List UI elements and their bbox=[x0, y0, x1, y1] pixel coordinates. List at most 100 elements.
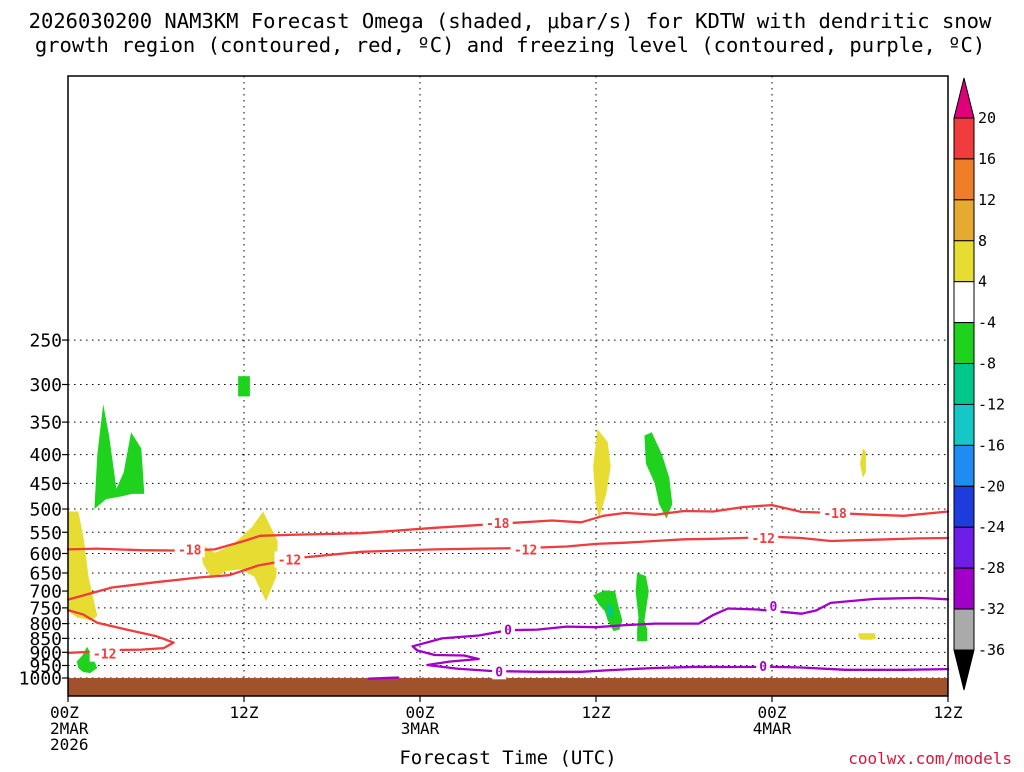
contour-line bbox=[66, 503, 950, 552]
y-tick-label: 1000 bbox=[19, 669, 62, 690]
x-tick-label: 2MAR bbox=[50, 719, 89, 738]
contour-label: -18 bbox=[178, 543, 202, 558]
colorbar-swatch bbox=[953, 567, 975, 610]
colorbar-swatch bbox=[953, 281, 975, 324]
y-tick-label: 550 bbox=[29, 523, 62, 544]
contour-label-bg bbox=[89, 645, 120, 662]
y-tick-label: 600 bbox=[29, 544, 62, 565]
colorbar-swatch bbox=[953, 363, 975, 405]
y-tick-label: 950 bbox=[29, 656, 62, 677]
x-axis-label: Forecast Time (UTC) bbox=[399, 747, 616, 768]
contour-label: -12 bbox=[278, 553, 301, 568]
contour-label: 0 bbox=[504, 624, 512, 639]
contour-label-bg bbox=[501, 621, 515, 638]
y-tick-label: 700 bbox=[29, 582, 62, 603]
colorbar-swatch bbox=[953, 444, 975, 487]
terrain-layer bbox=[68, 678, 948, 696]
omega-region bbox=[606, 603, 614, 619]
omega-region bbox=[200, 511, 278, 602]
terrain-band bbox=[68, 678, 948, 696]
y-tick-label: 350 bbox=[29, 413, 62, 434]
contour-label-bg bbox=[510, 541, 541, 558]
colorbar-swatch bbox=[953, 117, 975, 160]
y-tick-label: 900 bbox=[29, 643, 62, 664]
colorbar-swatch bbox=[953, 526, 975, 569]
y-tick-label: 400 bbox=[29, 445, 62, 466]
x-tick-label: 2026 bbox=[50, 735, 89, 754]
colorbar-swatch bbox=[953, 158, 975, 201]
colorbar-label: 8 bbox=[978, 232, 987, 250]
contour-label-bg bbox=[756, 658, 771, 675]
x-tick-label: 12Z bbox=[934, 703, 963, 722]
omega-region bbox=[858, 633, 877, 640]
colorbar-swatch bbox=[953, 403, 975, 446]
contour-label-bg bbox=[482, 515, 513, 532]
colorbar-label: -12 bbox=[978, 395, 1005, 413]
contour-label-bg bbox=[492, 663, 507, 680]
title-line: growth region (contoured, red, ºC) and f… bbox=[35, 33, 985, 57]
y-tick-label: 650 bbox=[29, 563, 62, 584]
colorbar-label: -28 bbox=[978, 559, 1005, 577]
contour-label-bg bbox=[766, 598, 781, 615]
colorbar-label: 4 bbox=[978, 273, 987, 291]
colorbar-bottom-arrow bbox=[953, 649, 975, 691]
omega-region bbox=[76, 646, 98, 674]
contour-label-bg bbox=[274, 551, 305, 568]
contour-label: -12 bbox=[93, 648, 116, 663]
contour-line bbox=[66, 535, 950, 601]
y-tick-label: 450 bbox=[29, 474, 62, 495]
contour-label: 0 bbox=[770, 600, 778, 615]
colorbar-label: -32 bbox=[978, 600, 1005, 618]
y-tick-label: 500 bbox=[29, 500, 62, 521]
contour-label: -12 bbox=[514, 543, 537, 558]
omega-region bbox=[860, 448, 866, 478]
title-line: 2026030200 NAM3KM Forecast Omega (shaded… bbox=[29, 9, 992, 33]
contour-label-bg bbox=[174, 541, 205, 558]
colorbar-label: 12 bbox=[978, 191, 996, 209]
colorbar-swatch bbox=[953, 199, 975, 242]
colorbar-label: -20 bbox=[978, 477, 1005, 495]
contour-label: 0 bbox=[759, 660, 767, 675]
y-tick-label: 800 bbox=[29, 614, 62, 635]
omega-region bbox=[593, 429, 611, 519]
colorbar-swatch bbox=[953, 322, 975, 365]
omega-region bbox=[644, 432, 673, 519]
colorbar-label: -8 bbox=[978, 355, 996, 373]
x-tick-label: 4MAR bbox=[753, 719, 792, 738]
x-tick-label: 12Z bbox=[230, 703, 259, 722]
y-axis: 2503003504004505005506006507007508008509… bbox=[19, 331, 68, 690]
colorbar-label: 16 bbox=[978, 150, 996, 168]
y-tick-label: 750 bbox=[29, 598, 62, 619]
chart-title: 2026030200 NAM3KM Forecast Omega (shaded… bbox=[29, 9, 992, 57]
contour-label: -18 bbox=[823, 507, 847, 522]
contour-line bbox=[411, 645, 950, 673]
x-tick-label: 3MAR bbox=[401, 719, 440, 738]
omega-region bbox=[238, 376, 250, 397]
contour-label: -18 bbox=[486, 517, 510, 532]
credit-text: coolwx.com/models bbox=[848, 749, 1012, 768]
colorbar-label: -36 bbox=[978, 641, 1005, 659]
plot-area bbox=[68, 76, 948, 696]
colorbar-label: 20 bbox=[978, 109, 996, 127]
colorbar-label: -16 bbox=[978, 436, 1005, 454]
contour-label: 0 bbox=[495, 665, 503, 680]
colorbar-swatch bbox=[953, 240, 975, 283]
colorbar-swatch bbox=[953, 608, 975, 651]
y-tick-label: 850 bbox=[29, 629, 62, 650]
y-tick-label: 250 bbox=[29, 331, 62, 352]
x-tick-label: 00Z bbox=[406, 703, 435, 722]
colorbar-label: -4 bbox=[978, 314, 996, 332]
contour-label-bg bbox=[748, 529, 779, 546]
contour-label-bg bbox=[820, 504, 851, 521]
colorbar-top-arrow bbox=[953, 77, 975, 119]
x-tick-label: 00Z bbox=[50, 703, 79, 722]
omega-region bbox=[94, 404, 145, 509]
contour-label: -12 bbox=[751, 532, 774, 547]
y-tick-label: 300 bbox=[29, 375, 62, 396]
plot-frame bbox=[67, 75, 949, 697]
x-tick-label: 00Z bbox=[758, 703, 787, 722]
contour-line bbox=[367, 676, 400, 680]
temperature-contours: -18 -18 -18 -12 -12 -12 -12 0 0 0 0 bbox=[66, 503, 950, 680]
